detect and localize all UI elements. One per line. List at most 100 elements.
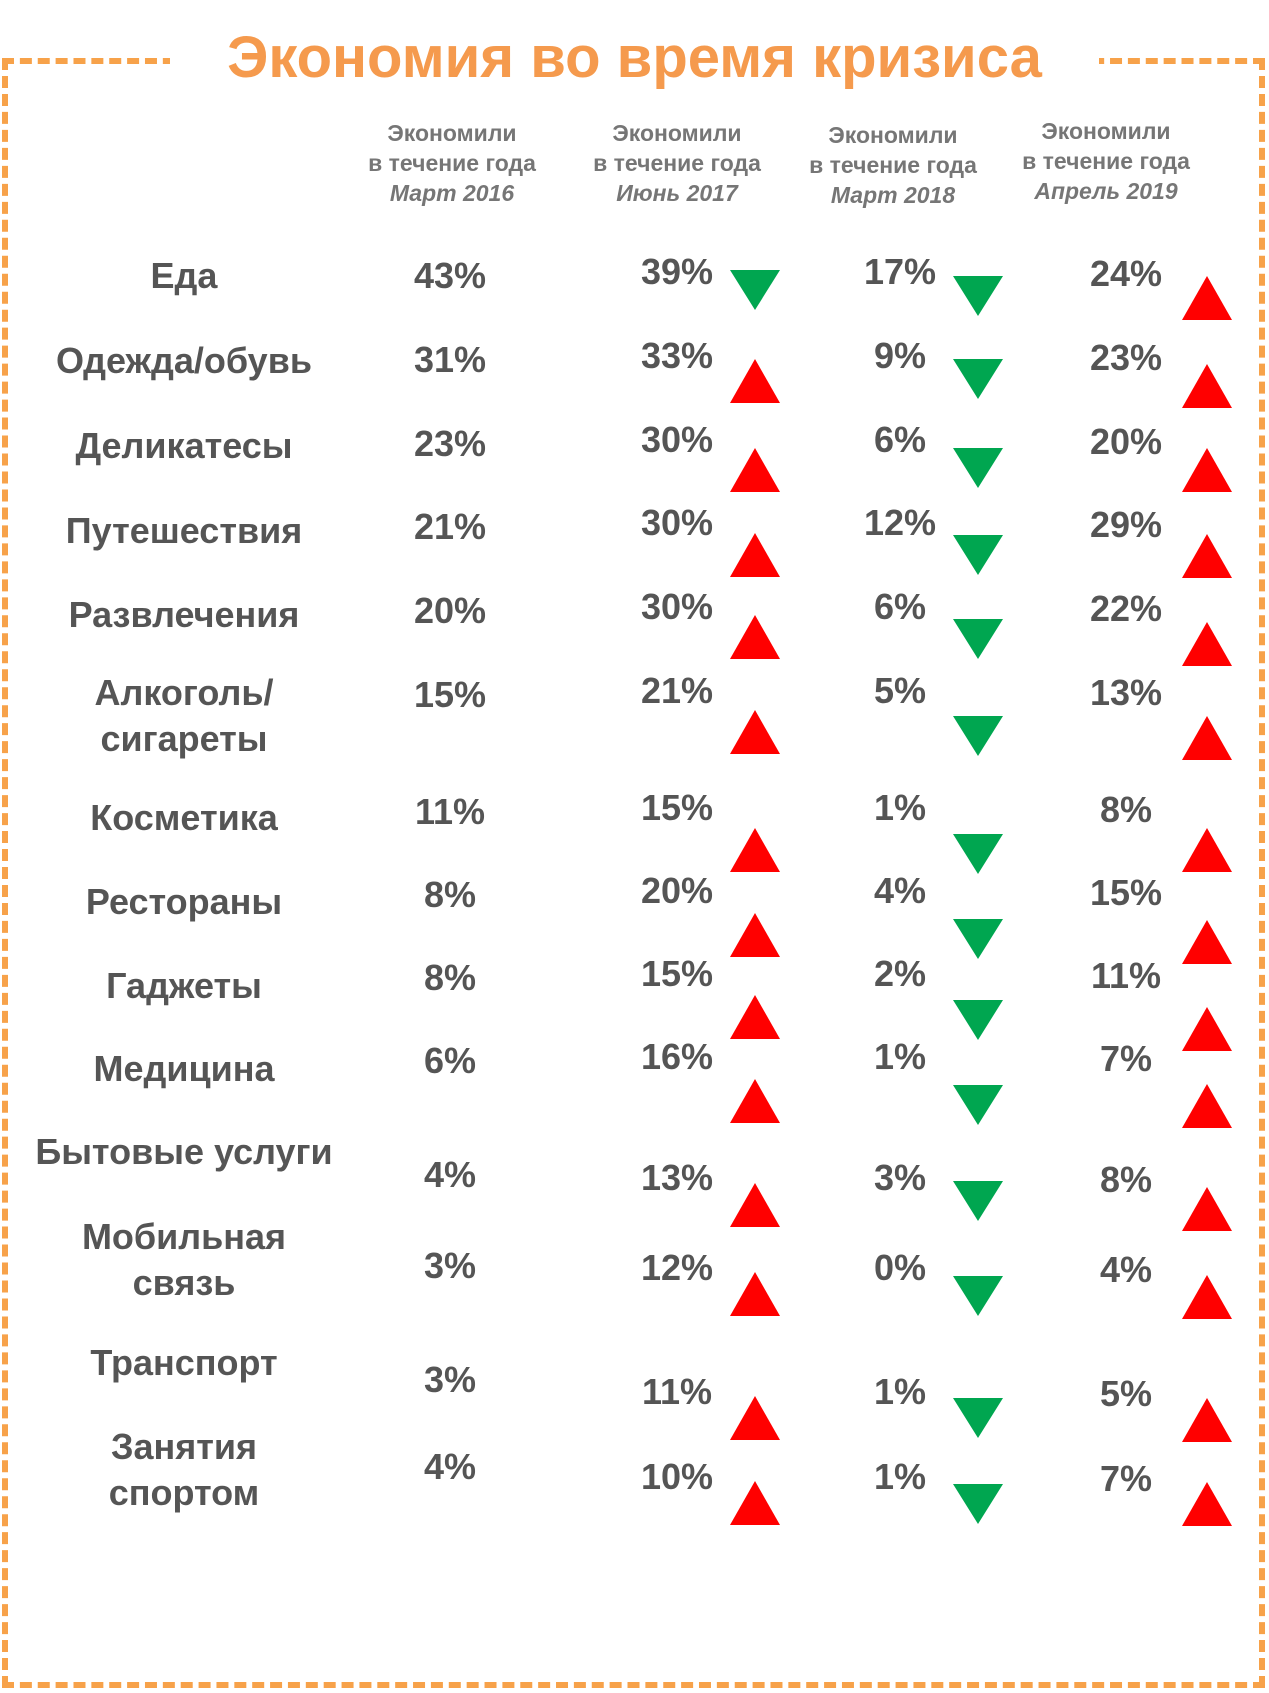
trend-up-arrow-icon [730, 1396, 780, 1440]
trend-up-arrow-icon [730, 448, 780, 492]
value-cell: 4% [1099, 1249, 1153, 1290]
column-header-line1: Экономили [1041, 118, 1171, 144]
value-cell: 17% [863, 251, 937, 292]
value-cell: 6% [873, 586, 927, 627]
value-cell: 1% [873, 787, 927, 828]
trend-up-arrow-icon [1182, 1398, 1232, 1442]
value-cell: 13% [640, 1157, 714, 1198]
value-cell: 21% [640, 670, 714, 711]
row-label: Одежда/обувь [56, 340, 312, 381]
trend-down-arrow-icon [953, 276, 1003, 316]
value-cell: 3% [423, 1359, 477, 1400]
trend-down-arrow-icon [953, 1398, 1003, 1438]
column-header-date: Март 2016 [389, 180, 515, 206]
page-title: Экономия во время кризиса [227, 25, 1042, 90]
trend-up-arrow-icon [1182, 1084, 1232, 1128]
value-cell: 5% [873, 670, 927, 711]
trend-down-arrow-icon [953, 1484, 1003, 1524]
trend-up-arrow-icon [1182, 828, 1232, 872]
trend-up-arrow-icon [1182, 1482, 1232, 1526]
value-cell: 4% [423, 1154, 477, 1195]
trend-down-arrow-icon [953, 716, 1003, 756]
value-cell: 20% [413, 590, 487, 631]
value-cell: 8% [1099, 789, 1153, 830]
value-cell: 11% [414, 791, 486, 832]
trend-up-arrow-icon [730, 710, 780, 754]
trend-up-arrow-icon [730, 828, 780, 872]
trend-down-arrow-icon [953, 448, 1003, 488]
value-cell: 11% [641, 1371, 713, 1412]
value-cell: 8% [1099, 1159, 1153, 1200]
trend-down-arrow-icon [953, 834, 1003, 874]
trend-up-arrow-icon [730, 615, 780, 659]
row-label: Рестораны [85, 881, 283, 922]
row-label: Путешествия [65, 510, 303, 551]
title-background [170, 20, 1099, 100]
trend-down-arrow-icon [953, 619, 1003, 659]
column-header-line2: в течение года [593, 150, 761, 176]
value-cell: 22% [1089, 588, 1163, 629]
value-cell: 8% [423, 957, 477, 998]
column-header-line2: в течение года [1022, 148, 1190, 174]
column-header-date: Апрель 2019 [1034, 178, 1178, 204]
value-cell: 7% [1099, 1038, 1153, 1079]
row-label: Бытовые услуги [35, 1131, 333, 1172]
column-header: Экономили в течение года Июнь 2017 [562, 118, 792, 208]
trend-up-arrow-icon [730, 1481, 780, 1525]
value-cell: 9% [873, 335, 927, 376]
row-label: Деликатесы [75, 425, 293, 466]
value-cell: 24% [1089, 253, 1163, 294]
value-cell: 1% [873, 1371, 927, 1412]
trend-up-arrow-icon [730, 913, 780, 957]
column-header: Экономили в течение года Март 2018 [778, 120, 1008, 210]
row-label: Занятия спортом [108, 1426, 260, 1513]
value-cell: 15% [640, 953, 714, 994]
value-cell: 31% [413, 339, 487, 380]
value-cell: 20% [640, 870, 714, 911]
trend-up-arrow-icon [1182, 716, 1232, 760]
value-cell: 43% [413, 255, 487, 296]
value-cell: 1% [873, 1456, 927, 1497]
value-cell: 12% [640, 1247, 714, 1288]
trend-down-arrow-icon [953, 1276, 1003, 1316]
trend-down-arrow-icon [953, 359, 1003, 399]
row-label: Развлечения [68, 594, 300, 635]
row-label: Алкоголь/сигареты [94, 672, 274, 759]
value-cell: 15% [1089, 872, 1163, 913]
row-label: Транспорт [90, 1342, 278, 1383]
column-header-line1: Экономили [828, 122, 958, 148]
value-cell: 33% [640, 335, 714, 376]
column-header: Экономили в течение года Апрель 2019 [991, 116, 1221, 206]
column-header: Экономили в течение года Март 2016 [337, 118, 567, 208]
value-cell: 16% [640, 1036, 714, 1077]
value-cell: 30% [640, 502, 714, 543]
trend-down-arrow-icon [953, 1085, 1003, 1125]
trend-up-arrow-icon [1182, 1007, 1232, 1051]
column-header-date: Июнь 2017 [616, 180, 738, 206]
value-cell: 3% [423, 1245, 477, 1286]
trend-up-arrow-icon [730, 1272, 780, 1316]
value-cell: 4% [423, 1446, 477, 1487]
column-header-line1: Экономили [612, 120, 742, 146]
trend-up-arrow-icon [1182, 276, 1232, 320]
trend-up-arrow-icon [1182, 534, 1232, 578]
row-label: Мобильная связь [81, 1216, 287, 1303]
trend-up-arrow-icon [1182, 1187, 1232, 1231]
value-cell: 13% [1089, 672, 1163, 713]
column-header-line1: Экономили [387, 120, 517, 146]
trend-up-arrow-icon [1182, 364, 1232, 408]
value-cell: 5% [1099, 1373, 1153, 1414]
trend-up-arrow-icon [1182, 920, 1232, 964]
value-cell: 30% [640, 419, 714, 460]
value-cell: 10% [640, 1456, 714, 1497]
trend-down-arrow-icon [730, 270, 780, 310]
value-cell: 1% [873, 1036, 927, 1077]
row-label: Косметика [90, 797, 278, 838]
value-cell: 0% [873, 1247, 927, 1288]
value-cell: 6% [423, 1040, 477, 1081]
value-cell: 15% [413, 674, 487, 715]
trend-up-arrow-icon [1182, 448, 1232, 492]
column-header-line2: в течение года [368, 150, 536, 176]
value-cell: 21% [413, 506, 487, 547]
trend-down-arrow-icon [953, 919, 1003, 959]
